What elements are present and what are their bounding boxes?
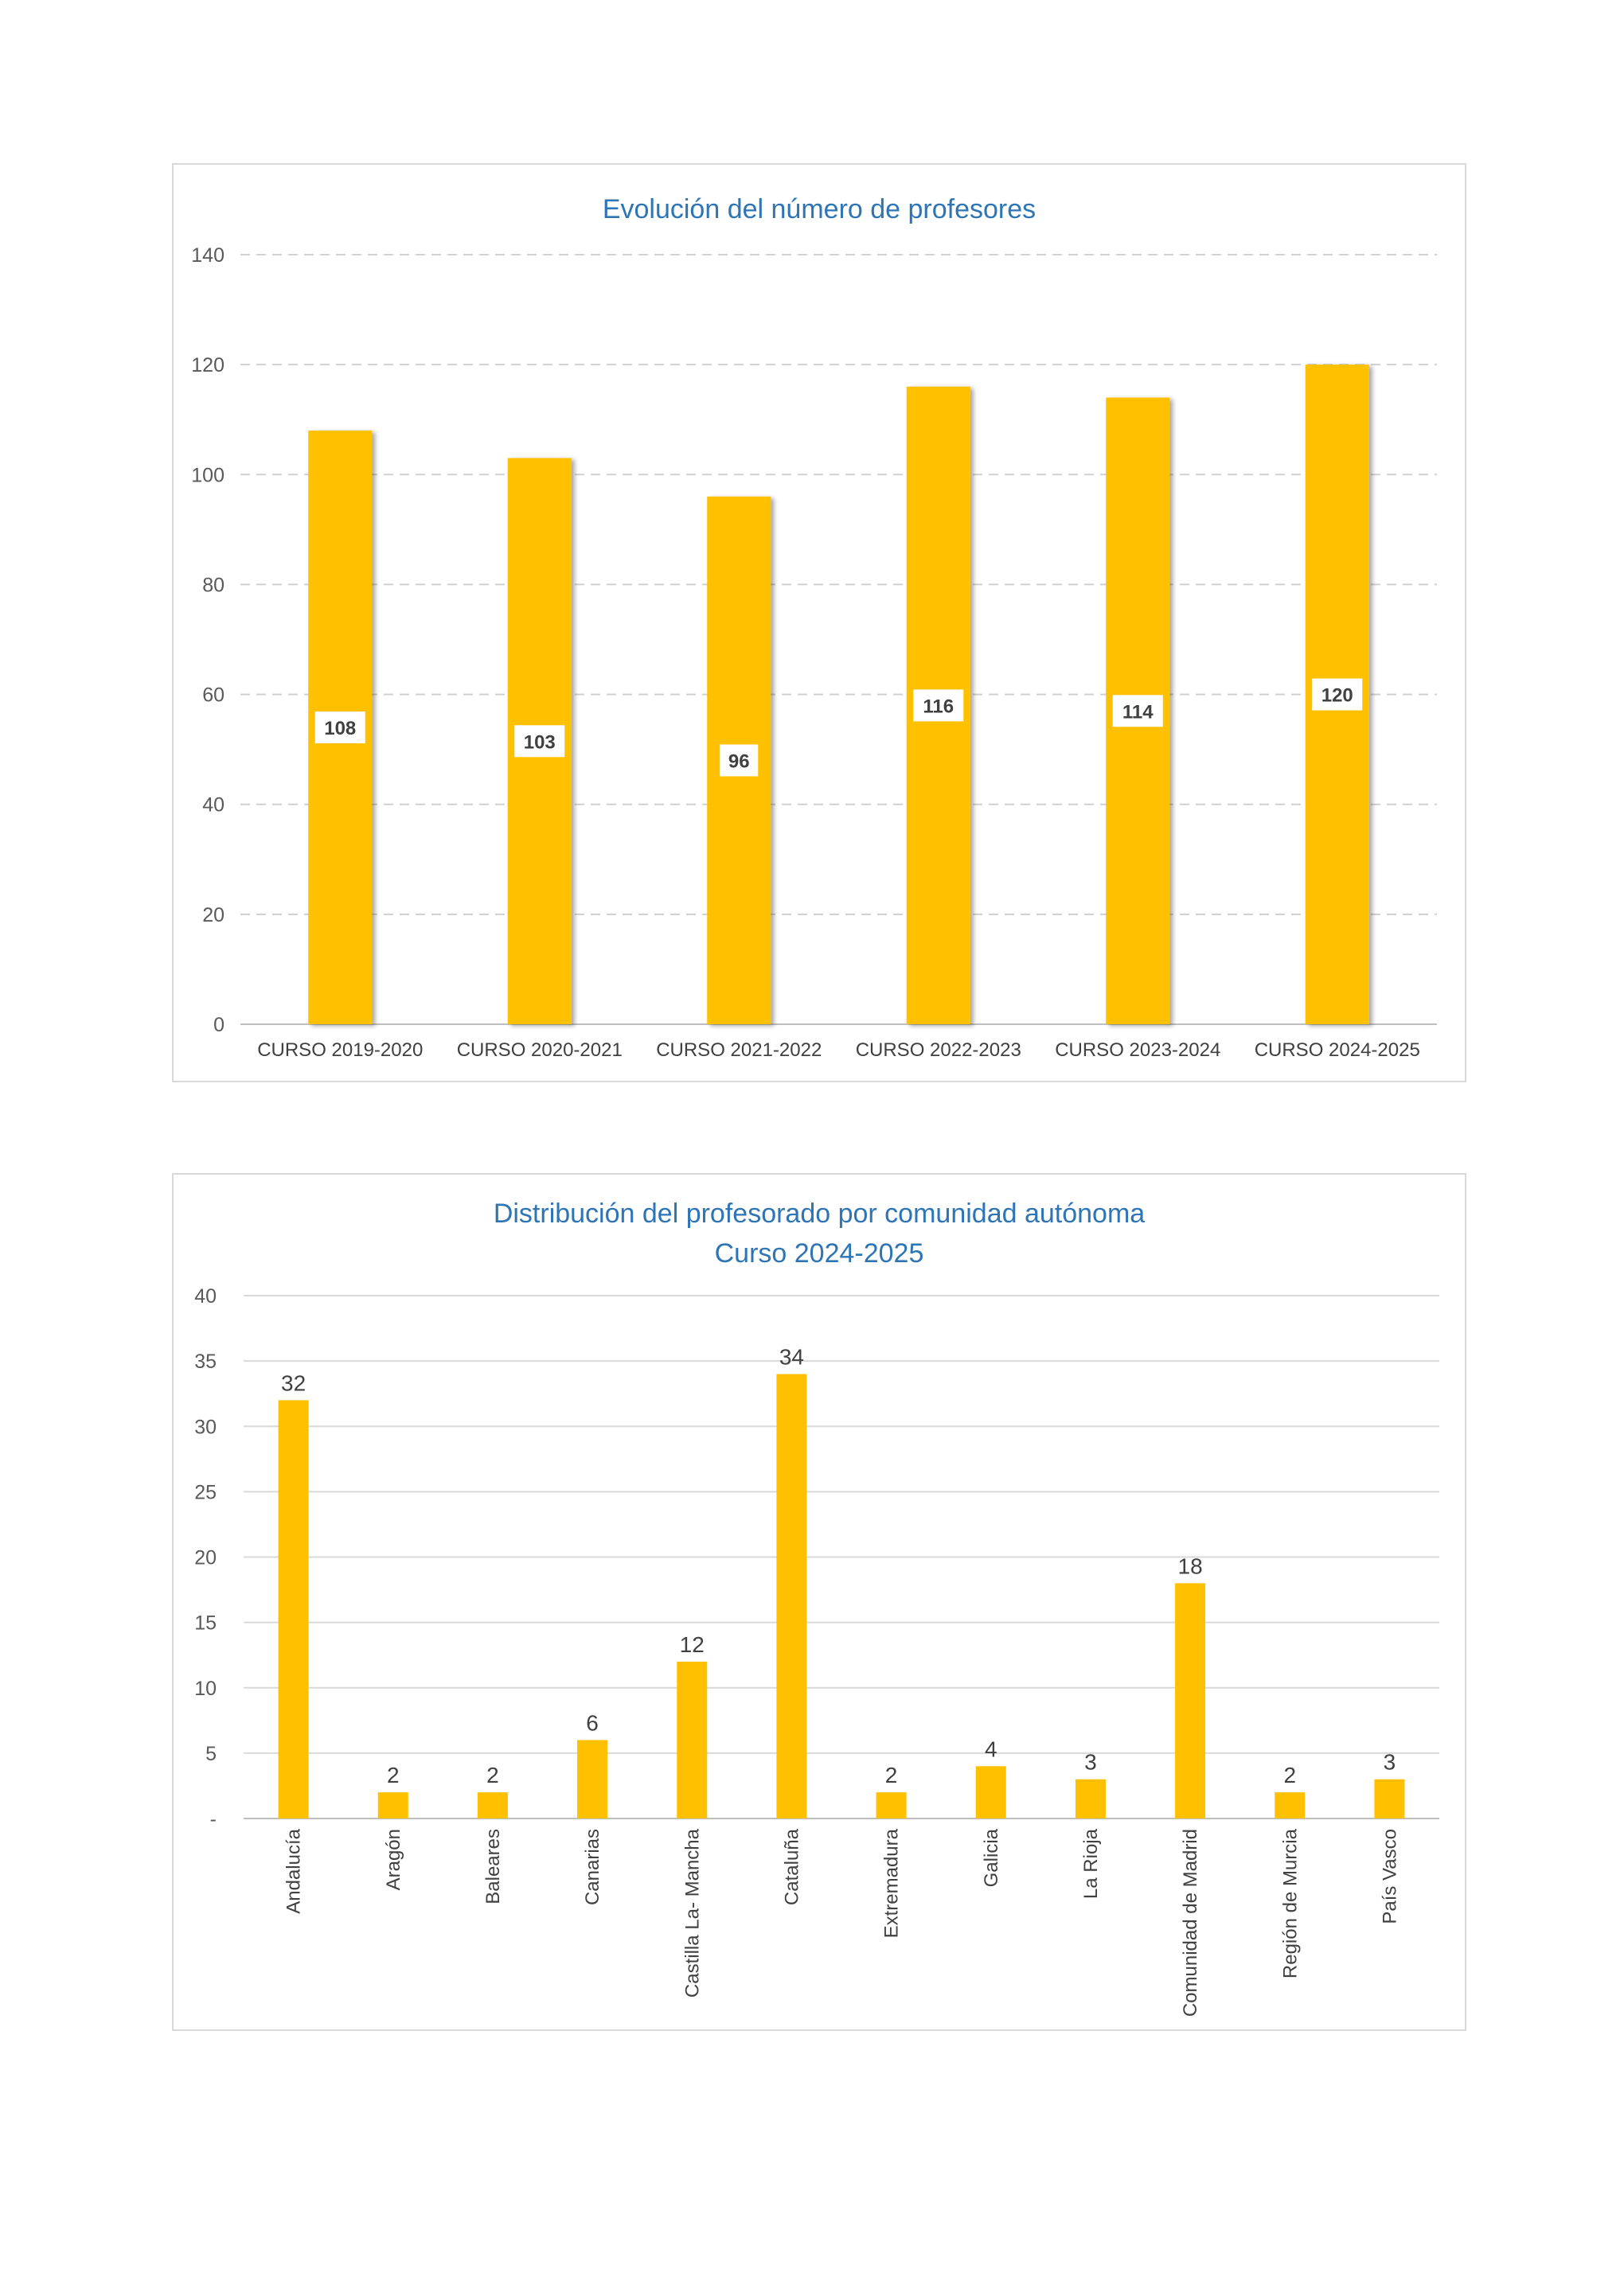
chart-title: Distribución del profesorado por comunid… [494, 1199, 1145, 1229]
x-tick-label: Extremadura [881, 1828, 903, 1938]
bar [1374, 1779, 1405, 1818]
x-tick-label: Aragón [383, 1829, 404, 1890]
y-tick-label: 60 [202, 684, 224, 707]
y-tick-label: 100 [191, 464, 224, 486]
x-tick-label: CURSO 2019-2020 [257, 1039, 423, 1061]
x-tick-label: Cataluña [781, 1828, 802, 1905]
y-tick-label: 5 [205, 1743, 217, 1765]
bar [1175, 1583, 1206, 1818]
y-tick-label: 40 [194, 1285, 217, 1308]
y-tick-label: - [210, 1808, 217, 1830]
data-label: 18 [1178, 1553, 1203, 1578]
data-label: 3 [1384, 1750, 1396, 1775]
x-tick-label: Región de Murcia [1279, 1828, 1301, 1978]
data-label: 2 [885, 1763, 898, 1787]
chart-teachers-by-region: Distribución del profesorado por comunid… [172, 1173, 1466, 2031]
bar [776, 1374, 807, 1818]
bar [477, 1792, 508, 1818]
y-tick-label: 30 [194, 1416, 217, 1438]
bar [1275, 1792, 1306, 1818]
x-tick-label: CURSO 2020-2021 [457, 1039, 623, 1061]
y-tick-label: 140 [191, 244, 224, 267]
data-label: 96 [728, 750, 750, 772]
y-tick-label: 20 [202, 904, 224, 926]
data-label: 2 [387, 1763, 400, 1787]
bar [677, 1661, 708, 1818]
data-label: 2 [486, 1763, 499, 1787]
data-label-box [1112, 695, 1163, 727]
data-label: 103 [524, 731, 556, 753]
data-label: 3 [1084, 1750, 1097, 1775]
bar [377, 1792, 408, 1818]
x-tick-label: Castilla La- Mancha [681, 1828, 703, 1998]
x-tick-label: CURSO 2021-2022 [656, 1039, 822, 1061]
bar [577, 1740, 608, 1818]
chart-teachers-by-region-svg: Distribución del profesorado por comunid… [194, 1199, 1439, 2017]
data-label: 4 [985, 1737, 997, 1761]
bar [975, 1766, 1006, 1818]
chart-teachers-evolution-svg: Evolución del número de profesores 0 20 40 6… [191, 194, 1437, 1061]
chart-subtitle: Curso 2024-2025 [715, 1238, 924, 1269]
y-tick-label: 15 [194, 1612, 217, 1635]
x-tick-label: Andalucía [283, 1828, 305, 1913]
y-tick-label: 10 [194, 1678, 217, 1700]
x-tick-label: CURSO 2024-2025 [1255, 1039, 1420, 1061]
data-label: 34 [779, 1345, 804, 1370]
data-label: 120 [1321, 685, 1353, 707]
data-label: 114 [1122, 701, 1154, 723]
data-label-box [514, 725, 565, 758]
x-tick-label: CURSO 2023-2024 [1055, 1039, 1220, 1061]
x-tick-label: Canarias [582, 1829, 603, 1905]
data-label: 2 [1283, 1763, 1296, 1787]
chart-teachers-evolution: Evolución del número de profesores 0 20 40 6… [172, 163, 1466, 1082]
y-tick-label: 25 [194, 1481, 217, 1503]
data-label: 108 [324, 718, 356, 739]
data-label: 116 [923, 696, 954, 717]
y-tick-label: 0 [213, 1014, 224, 1036]
x-tick-label: Comunidad de Madrid [1180, 1829, 1201, 2017]
data-label: 6 [586, 1710, 599, 1735]
x-tick-label: La Rioja [1080, 1828, 1102, 1899]
x-tick-label: Baleares [482, 1829, 504, 1904]
y-tick-label: 120 [191, 354, 224, 376]
y-tick-label: 35 [194, 1351, 217, 1373]
x-tick-label: CURSO 2022-2023 [856, 1039, 1021, 1061]
x-tick-label: País Vasco [1379, 1829, 1400, 1924]
bar [1075, 1779, 1106, 1818]
bar [278, 1400, 309, 1818]
data-label-box [913, 689, 964, 722]
data-label-box [1312, 678, 1363, 711]
y-tick-label: 20 [194, 1547, 217, 1569]
data-label-box [314, 711, 365, 744]
y-tick-label: 40 [202, 794, 224, 817]
data-label: 32 [281, 1370, 306, 1395]
chart-title: Evolución del número de profesores [603, 194, 1036, 224]
data-label-box [720, 744, 759, 777]
y-tick-label: 80 [202, 574, 224, 596]
bar [876, 1792, 907, 1818]
x-tick-label: Galicia [981, 1828, 1002, 1887]
data-label: 12 [680, 1632, 705, 1657]
